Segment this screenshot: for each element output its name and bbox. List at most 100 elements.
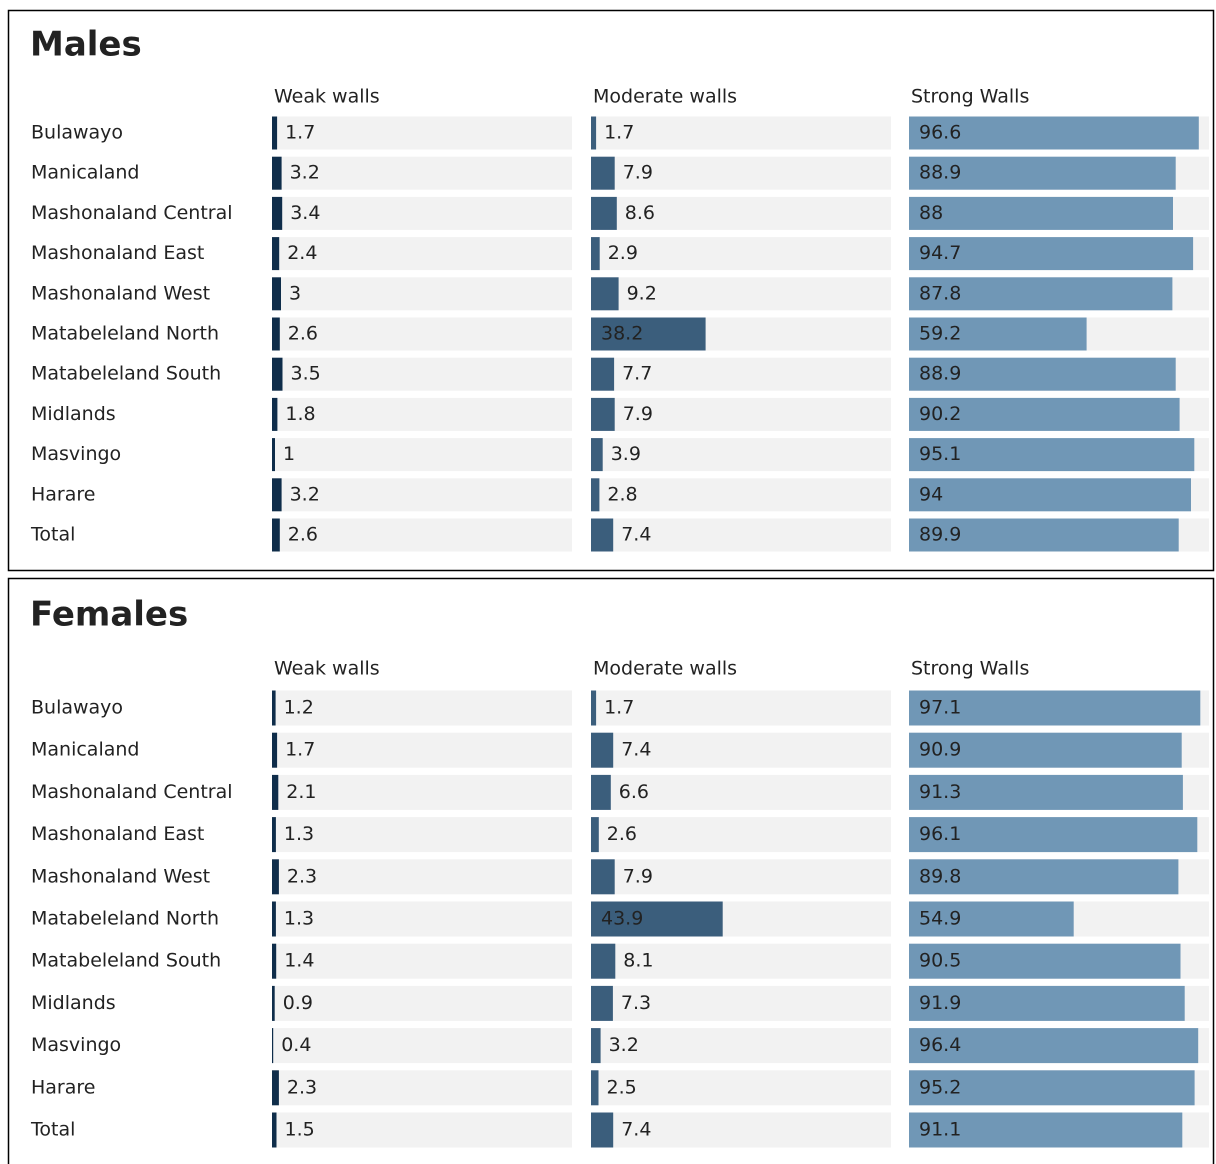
- bar: [591, 277, 619, 311]
- bar: [272, 732, 278, 768]
- value-label: 6.6: [619, 781, 649, 803]
- bar: [909, 1112, 1183, 1148]
- bar: [272, 317, 280, 351]
- bar: [272, 397, 278, 431]
- bar-track: [591, 156, 891, 190]
- bar: [272, 901, 276, 937]
- bar: [272, 817, 276, 853]
- bar: [909, 438, 1195, 472]
- bar: [591, 985, 613, 1021]
- value-label: 1.7: [604, 697, 634, 719]
- value-label: 89.8: [919, 865, 961, 887]
- bar: [272, 1028, 274, 1064]
- column-header: Strong Walls: [911, 86, 1029, 108]
- value-label: 2.8: [607, 483, 637, 505]
- bar: [272, 690, 276, 726]
- bar-track: [272, 277, 572, 311]
- bar: [591, 357, 615, 391]
- bar-track: [591, 1070, 891, 1106]
- bar: [591, 943, 616, 979]
- value-label: 91.3: [919, 781, 961, 803]
- bar: [591, 478, 600, 512]
- category-label: Mashonaland West: [31, 282, 210, 304]
- bar: [272, 1070, 279, 1106]
- category-label: Mashonaland East: [31, 242, 204, 264]
- value-label: 8.6: [625, 202, 655, 224]
- value-label: 1.7: [285, 122, 315, 144]
- value-label: 7.4: [621, 739, 651, 761]
- bar-track: [591, 943, 891, 979]
- bar: [272, 237, 280, 271]
- value-label: 3.2: [290, 162, 320, 184]
- value-label: 3.4: [290, 202, 320, 224]
- category-label: Mashonaland Central: [31, 202, 233, 224]
- value-label: 1.5: [285, 1119, 315, 1141]
- value-label: 97.1: [919, 697, 961, 719]
- column-header: Weak walls: [274, 86, 380, 108]
- value-label: 7.9: [623, 865, 653, 887]
- bar: [909, 116, 1199, 150]
- value-label: 1.3: [284, 823, 314, 845]
- value-label: 1: [283, 443, 295, 465]
- bar-track: [591, 277, 891, 311]
- bar: [591, 397, 615, 431]
- category-label: Masvingo: [31, 443, 121, 465]
- category-label: Harare: [31, 1076, 95, 1098]
- bar-track: [591, 357, 891, 391]
- bar: [591, 518, 614, 552]
- category-label: Total: [30, 524, 75, 546]
- bar: [909, 317, 1087, 351]
- bar: [909, 518, 1179, 552]
- value-label: 88.9: [919, 162, 961, 184]
- bar-track: [591, 859, 891, 895]
- value-label: 3.2: [609, 1034, 639, 1056]
- bar: [909, 237, 1194, 271]
- value-label: 7.9: [623, 162, 653, 184]
- value-label: 2.1: [286, 781, 316, 803]
- value-label: 2.6: [288, 323, 318, 345]
- value-label: 1.7: [285, 739, 315, 761]
- bar-track: [591, 397, 891, 431]
- bar-track: [272, 774, 572, 810]
- bar: [909, 943, 1181, 979]
- bar: [591, 237, 600, 271]
- bar-track: [591, 478, 891, 512]
- value-label: 59.2: [919, 323, 961, 345]
- bar: [272, 774, 279, 810]
- value-label: 3.2: [290, 483, 320, 505]
- value-label: 2.5: [607, 1076, 637, 1098]
- value-label: 2.6: [288, 524, 318, 546]
- value-label: 8.1: [623, 950, 653, 972]
- bar-track: [591, 985, 891, 1021]
- category-label: Manicaland: [31, 162, 139, 184]
- category-label: Mashonaland East: [31, 823, 204, 845]
- value-label: 90.2: [919, 403, 961, 425]
- column-header: Strong Walls: [911, 658, 1029, 680]
- chart-title: Females: [30, 595, 188, 635]
- value-label: 43.9: [601, 908, 643, 930]
- bar: [591, 317, 706, 351]
- category-label: Bulawayo: [31, 122, 123, 144]
- bar-track: [591, 438, 891, 472]
- bar: [591, 732, 614, 768]
- bar: [591, 116, 597, 150]
- bar-track: [272, 901, 572, 937]
- bar: [272, 943, 277, 979]
- bar-track: [272, 357, 572, 391]
- value-label: 94.7: [919, 242, 961, 264]
- bar-track: [272, 156, 572, 190]
- bar-track: [591, 196, 891, 230]
- value-label: 90.5: [919, 950, 961, 972]
- value-label: 1.2: [284, 697, 314, 719]
- value-label: 2.3: [287, 1076, 317, 1098]
- bar-track: [591, 518, 891, 552]
- value-label: 2.3: [287, 865, 317, 887]
- category-label: Matabeleland South: [31, 363, 221, 385]
- value-label: 87.8: [919, 282, 961, 304]
- bar: [909, 196, 1173, 230]
- bar: [909, 397, 1180, 431]
- value-label: 91.1: [919, 1119, 961, 1141]
- bar: [272, 277, 281, 311]
- value-label: 96.1: [919, 823, 961, 845]
- value-label: 7.4: [621, 1119, 651, 1141]
